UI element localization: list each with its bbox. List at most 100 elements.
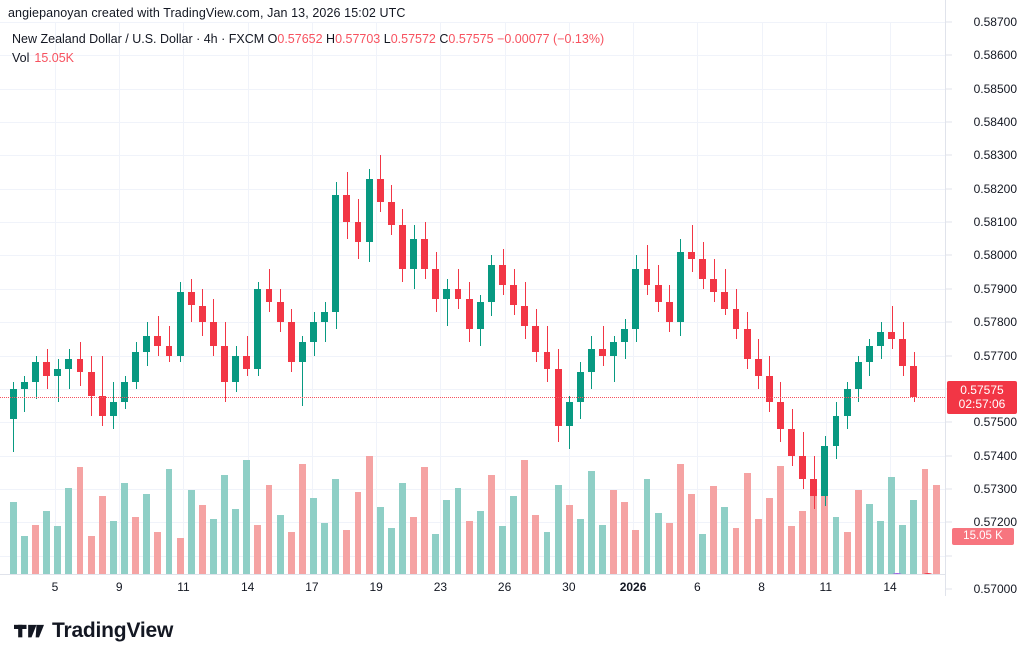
price-tick-label: 0.57000 — [973, 582, 1017, 596]
price-tick-dash — [946, 555, 952, 557]
candle-body — [643, 268, 651, 286]
candle-body — [599, 348, 607, 356]
symbol-title[interactable]: New Zealand Dollar / U.S. Dollar · 4h · … — [12, 32, 265, 46]
candle-body — [154, 335, 162, 346]
price-tick-label: 0.58600 — [973, 48, 1017, 63]
candle-body — [821, 445, 829, 496]
gridline-horizontal — [0, 422, 945, 424]
candle-body — [576, 372, 584, 403]
candle-body — [521, 305, 529, 326]
candle-body — [487, 265, 495, 303]
candle-body — [376, 178, 384, 203]
gridline-vertical — [504, 22, 506, 574]
time-tick-label: 14 — [241, 580, 255, 594]
candle-body — [354, 222, 362, 243]
candle-body — [665, 302, 673, 323]
volume-bar — [387, 528, 395, 574]
volume-bar — [710, 486, 718, 574]
volume-bar — [676, 463, 684, 574]
price-tick-label: 0.58300 — [973, 148, 1017, 163]
us-flag-icon[interactable] — [917, 573, 939, 574]
candle-body — [232, 355, 240, 383]
volume-bar — [565, 505, 573, 574]
candle-body — [865, 345, 873, 363]
candle-body — [788, 428, 796, 456]
volume-series — [0, 22, 945, 574]
current-price-badge: 0.57575 02:57:06 — [947, 381, 1017, 415]
volume-bar — [877, 520, 884, 574]
candle-body — [621, 328, 629, 343]
candle-body — [65, 358, 73, 369]
time-axis[interactable]: 5 9 11 14 17 19 23 26 30 2026 6 8 11 14 — [0, 574, 945, 600]
low-value: 0.57572 — [390, 32, 436, 46]
current-price-line — [0, 397, 945, 399]
candle-body — [543, 352, 551, 369]
candle-body — [688, 252, 695, 259]
candle-body — [632, 268, 640, 329]
candle-body — [387, 202, 395, 226]
volume-bar — [410, 516, 418, 574]
candle-body — [465, 298, 473, 329]
gridline-vertical — [761, 22, 763, 574]
chart-panel[interactable]: New Zealand Dollar / U.S. Dollar · 4h · … — [0, 22, 945, 574]
volume-bar — [165, 469, 173, 574]
candle-body — [765, 375, 773, 403]
volume-bar — [87, 535, 95, 574]
price-tick-label: 0.57400 — [973, 448, 1017, 463]
price-tick-dash — [946, 521, 952, 523]
candle-body — [98, 395, 106, 416]
price-tick-label: 0.57300 — [973, 481, 1017, 496]
candle-body — [265, 288, 273, 303]
price-tick-dash — [946, 54, 952, 56]
price-tick-label: 0.58400 — [973, 115, 1017, 130]
volume-bar — [132, 516, 140, 574]
gridline-vertical — [247, 22, 249, 574]
candle-body — [799, 455, 807, 479]
candle-body — [676, 252, 684, 323]
price-tick-label: 0.57500 — [973, 415, 1017, 430]
volume-bar — [154, 532, 162, 574]
volume-bar — [198, 505, 206, 574]
candle-body — [843, 388, 851, 416]
volume-bar — [454, 488, 462, 574]
volume-bar — [843, 532, 851, 574]
gridline-vertical — [697, 22, 699, 574]
candle-body — [221, 345, 229, 383]
volume-bar — [610, 490, 618, 574]
tradingview-wordmark: TradingView — [52, 619, 174, 642]
volume-bar — [921, 469, 929, 574]
price-tick-dash — [946, 421, 952, 423]
price-tick-dash — [946, 321, 952, 323]
volume-bar — [98, 495, 106, 574]
volume-bar — [321, 522, 329, 574]
candle-body — [443, 288, 451, 299]
volume-bar — [443, 499, 451, 574]
gridline-vertical — [119, 22, 121, 574]
candle-body — [343, 195, 351, 223]
gridline-horizontal — [0, 488, 945, 490]
lightning-bolt-icon[interactable] — [886, 573, 908, 574]
candle-wick — [58, 358, 59, 403]
chart-corner-badges — [886, 573, 939, 574]
gridline-horizontal — [0, 355, 945, 357]
volume-bar — [243, 459, 251, 574]
volume-bar — [754, 518, 762, 574]
candle-body — [610, 342, 618, 356]
time-tick-label: 5 — [51, 580, 59, 594]
candle-body — [565, 402, 573, 426]
gridline-horizontal — [0, 55, 945, 57]
tradingview-logo-icon — [14, 624, 44, 637]
price-axis[interactable]: 0.58700 0.58600 0.58500 0.58400 0.58300 0.582… — [945, 0, 1024, 596]
candle-body — [743, 328, 751, 359]
candle-wick — [302, 335, 303, 406]
price-tick-dash — [946, 488, 952, 490]
candle-body — [854, 362, 862, 389]
volume-bar — [532, 515, 540, 574]
volume-bar — [465, 520, 473, 574]
volume-bar — [476, 511, 484, 574]
volume-badge: 15.05 K — [952, 528, 1014, 545]
volume-bar — [899, 524, 907, 574]
candle-body — [699, 258, 707, 279]
candle-body — [399, 225, 406, 269]
